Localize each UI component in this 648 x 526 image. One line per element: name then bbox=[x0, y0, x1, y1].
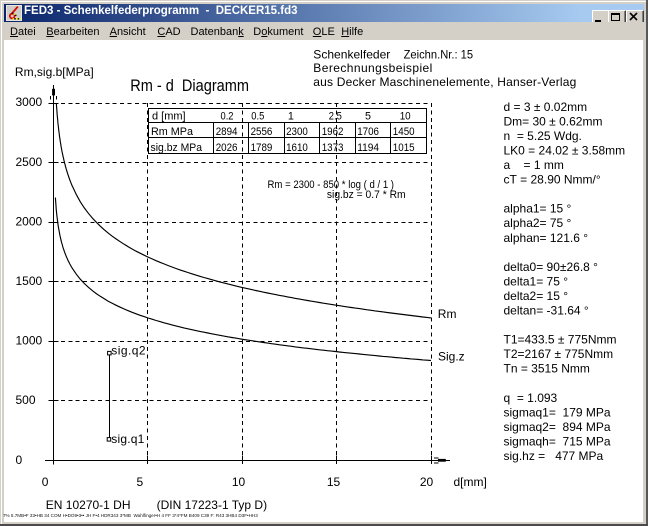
svg-text:2.5: 2.5 bbox=[329, 111, 342, 123]
svg-text:alphan= 121.6 °: alphan= 121.6 ° bbox=[504, 231, 589, 245]
svg-text:1706: 1706 bbox=[357, 126, 379, 138]
svg-text:LK0 = 24.02 ± 3.58mm: LK0 = 24.02 ± 3.58mm bbox=[504, 143, 626, 157]
svg-text:5: 5 bbox=[365, 111, 371, 123]
svg-text:2894: 2894 bbox=[216, 126, 238, 138]
svg-text:sigmaq2= 894 MPa: sigmaq2= 894 MPa bbox=[504, 420, 611, 434]
svg-text:Rm MPa: Rm MPa bbox=[151, 126, 194, 138]
svg-text:15: 15 bbox=[327, 475, 341, 489]
svg-text:cT = 28.90 Nmm/°: cT = 28.90 Nmm/° bbox=[504, 173, 601, 187]
svg-text:1500: 1500 bbox=[16, 274, 43, 288]
svg-text:sigmaqh= 715 MPa: sigmaqh= 715 MPa bbox=[504, 435, 611, 449]
svg-text:d = 3 ± 0.02mm: d = 3 ± 0.02mm bbox=[504, 100, 588, 114]
svg-text:1015: 1015 bbox=[393, 142, 415, 154]
svg-text:aus Decker Maschinenelemente,: aus Decker Maschinenelemente, Hanser-Ver… bbox=[313, 75, 576, 89]
svg-text:2026: 2026 bbox=[216, 142, 238, 154]
svg-text:n = 5.25 Wdg.: n = 5.25 Wdg. bbox=[504, 129, 582, 143]
svg-text:alpha2= 75 °: alpha2= 75 ° bbox=[504, 216, 572, 230]
svg-text:T2=2167 ± 775Nmm: T2=2167 ± 775Nmm bbox=[504, 347, 614, 361]
svg-text:1450: 1450 bbox=[393, 126, 415, 138]
svg-text:2500: 2500 bbox=[16, 155, 43, 169]
svg-text:sig.hz = 477 MPa: sig.hz = 477 MPa bbox=[504, 449, 604, 463]
svg-text:0.5: 0.5 bbox=[251, 111, 264, 123]
svg-text:Rm: Rm bbox=[438, 307, 457, 321]
svg-text:0: 0 bbox=[16, 453, 23, 467]
svg-text:2000: 2000 bbox=[16, 214, 43, 228]
svg-text:Berechnungsbeispiel: Berechnungsbeispiel bbox=[313, 61, 432, 75]
svg-text:sigmaq1= 179 MPa: sigmaq1= 179 MPa bbox=[504, 405, 611, 419]
svg-text:(DIN 17223-1 Typ D): (DIN 17223-1 Typ D) bbox=[157, 498, 268, 512]
svg-text:0: 0 bbox=[42, 475, 49, 489]
svg-text:10: 10 bbox=[232, 475, 246, 489]
svg-text:2556: 2556 bbox=[251, 126, 273, 138]
svg-text:Rm - d Diagramm: Rm - d Diagramm bbox=[130, 76, 249, 95]
svg-text:sig.bz = 0.7 * Rm: sig.bz = 0.7 * Rm bbox=[327, 189, 406, 201]
svg-text:Rm = 2300 - 850 * log ( d / 1: Rm = 2300 - 850 * log ( d / 1 ) bbox=[268, 179, 395, 191]
svg-text:Zeichn.Nr.: 15: Zeichn.Nr.: 15 bbox=[404, 47, 474, 61]
svg-text:T1=433.5 ± 775Nmm: T1=433.5 ± 775Nmm bbox=[504, 333, 617, 347]
svg-text:2300: 2300 bbox=[286, 126, 308, 138]
svg-text:deltan= -31.64 °: deltan= -31.64 ° bbox=[504, 304, 589, 318]
svg-text:1962: 1962 bbox=[322, 126, 344, 138]
svg-text:delta2= 15 °: delta2= 15 ° bbox=[504, 289, 569, 303]
svg-text:1789: 1789 bbox=[251, 142, 273, 154]
svg-text:a = 1 mm: a = 1 mm bbox=[504, 158, 564, 172]
svg-text:10: 10 bbox=[400, 111, 411, 123]
svg-text:1: 1 bbox=[288, 111, 294, 123]
svg-text:sig.bz MPa: sig.bz MPa bbox=[151, 142, 203, 154]
svg-text:7% 5.7MB•F 33•HB 34 COM H•DO9•: 7% 5.7MB•F 33•HB 34 COM H•DO9•3•• JH F•4… bbox=[3, 513, 258, 518]
svg-text:d[mm]: d[mm] bbox=[454, 475, 487, 489]
svg-text:Sig.z: Sig.z bbox=[438, 349, 465, 363]
svg-text:1373: 1373 bbox=[322, 142, 344, 154]
svg-text:sig.q1: sig.q1 bbox=[111, 432, 144, 446]
svg-text:Rm,sig.b[MPa]: Rm,sig.b[MPa] bbox=[15, 65, 94, 79]
svg-text:1194: 1194 bbox=[357, 142, 379, 154]
svg-text:500: 500 bbox=[16, 393, 36, 407]
svg-text:d [mm]: d [mm] bbox=[152, 111, 186, 123]
svg-text:0.2: 0.2 bbox=[221, 111, 234, 123]
svg-text:3000: 3000 bbox=[16, 95, 43, 109]
svg-text:delta1= 75 °: delta1= 75 ° bbox=[504, 274, 569, 288]
svg-text:5: 5 bbox=[137, 475, 144, 489]
svg-text:EN 10270-1 DH: EN 10270-1 DH bbox=[46, 498, 131, 512]
svg-text:20: 20 bbox=[420, 475, 434, 489]
svg-text:Schenkelfeder: Schenkelfeder bbox=[313, 47, 390, 61]
svg-text:Dm= 30 ± 0.62mm: Dm= 30 ± 0.62mm bbox=[504, 114, 603, 128]
svg-text:Tn = 3515 Nmm: Tn = 3515 Nmm bbox=[504, 362, 590, 376]
svg-text:1610: 1610 bbox=[286, 142, 308, 154]
svg-text:alpha1= 15 °: alpha1= 15 ° bbox=[504, 202, 572, 216]
svg-text:q = 1.093: q = 1.093 bbox=[504, 391, 558, 405]
svg-text:1000: 1000 bbox=[16, 333, 43, 347]
svg-text:delta0= 90±26.8 °: delta0= 90±26.8 ° bbox=[504, 260, 599, 274]
svg-text:sig.q2: sig.q2 bbox=[111, 343, 146, 357]
